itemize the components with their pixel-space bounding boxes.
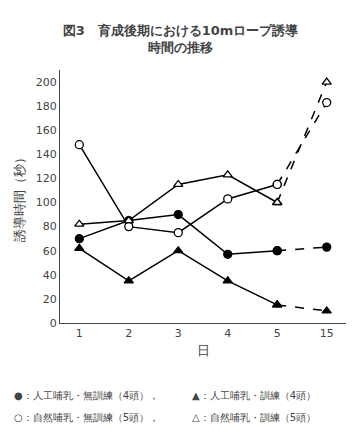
svg-text:○：自然哺乳・無訓練（5頭），: ○：自然哺乳・無訓練（5頭）， bbox=[14, 412, 159, 423]
svg-text:100: 100 bbox=[36, 196, 57, 209]
svg-text:誘導時間（秒）: 誘導時間（秒） bbox=[12, 151, 27, 242]
svg-text:40: 40 bbox=[43, 269, 57, 282]
svg-text:120: 120 bbox=[36, 172, 57, 185]
svg-text:20: 20 bbox=[43, 293, 57, 306]
svg-text:図3 育成後期における10mロープ誘導時間の推移: 図3 育成後期における10mロープ誘導時間の推移 bbox=[63, 23, 300, 55]
svg-text:△：自然哺乳・訓練（5頭）: △：自然哺乳・訓練（5頭） bbox=[192, 412, 316, 423]
svg-text:3: 3 bbox=[175, 327, 182, 340]
svg-text:140: 140 bbox=[36, 148, 57, 161]
svg-text:80: 80 bbox=[43, 220, 57, 233]
svg-text:15: 15 bbox=[320, 327, 334, 340]
svg-text:●：人工哺乳・無訓練（4頭），: ●：人工哺乳・無訓練（4頭）， bbox=[14, 390, 159, 401]
svg-text:日: 日 bbox=[197, 343, 210, 358]
svg-text:0: 0 bbox=[50, 317, 57, 330]
svg-text:5: 5 bbox=[274, 327, 281, 340]
svg-text:180: 180 bbox=[36, 100, 57, 113]
svg-text:1: 1 bbox=[76, 327, 83, 340]
svg-text:▲：人工哺乳・訓練（4頭）: ▲：人工哺乳・訓練（4頭） bbox=[192, 390, 316, 401]
svg-text:2: 2 bbox=[125, 327, 132, 340]
svg-text:4: 4 bbox=[224, 327, 231, 340]
svg-text:200: 200 bbox=[36, 76, 57, 89]
svg-text:160: 160 bbox=[36, 124, 57, 137]
svg-text:60: 60 bbox=[43, 245, 57, 258]
